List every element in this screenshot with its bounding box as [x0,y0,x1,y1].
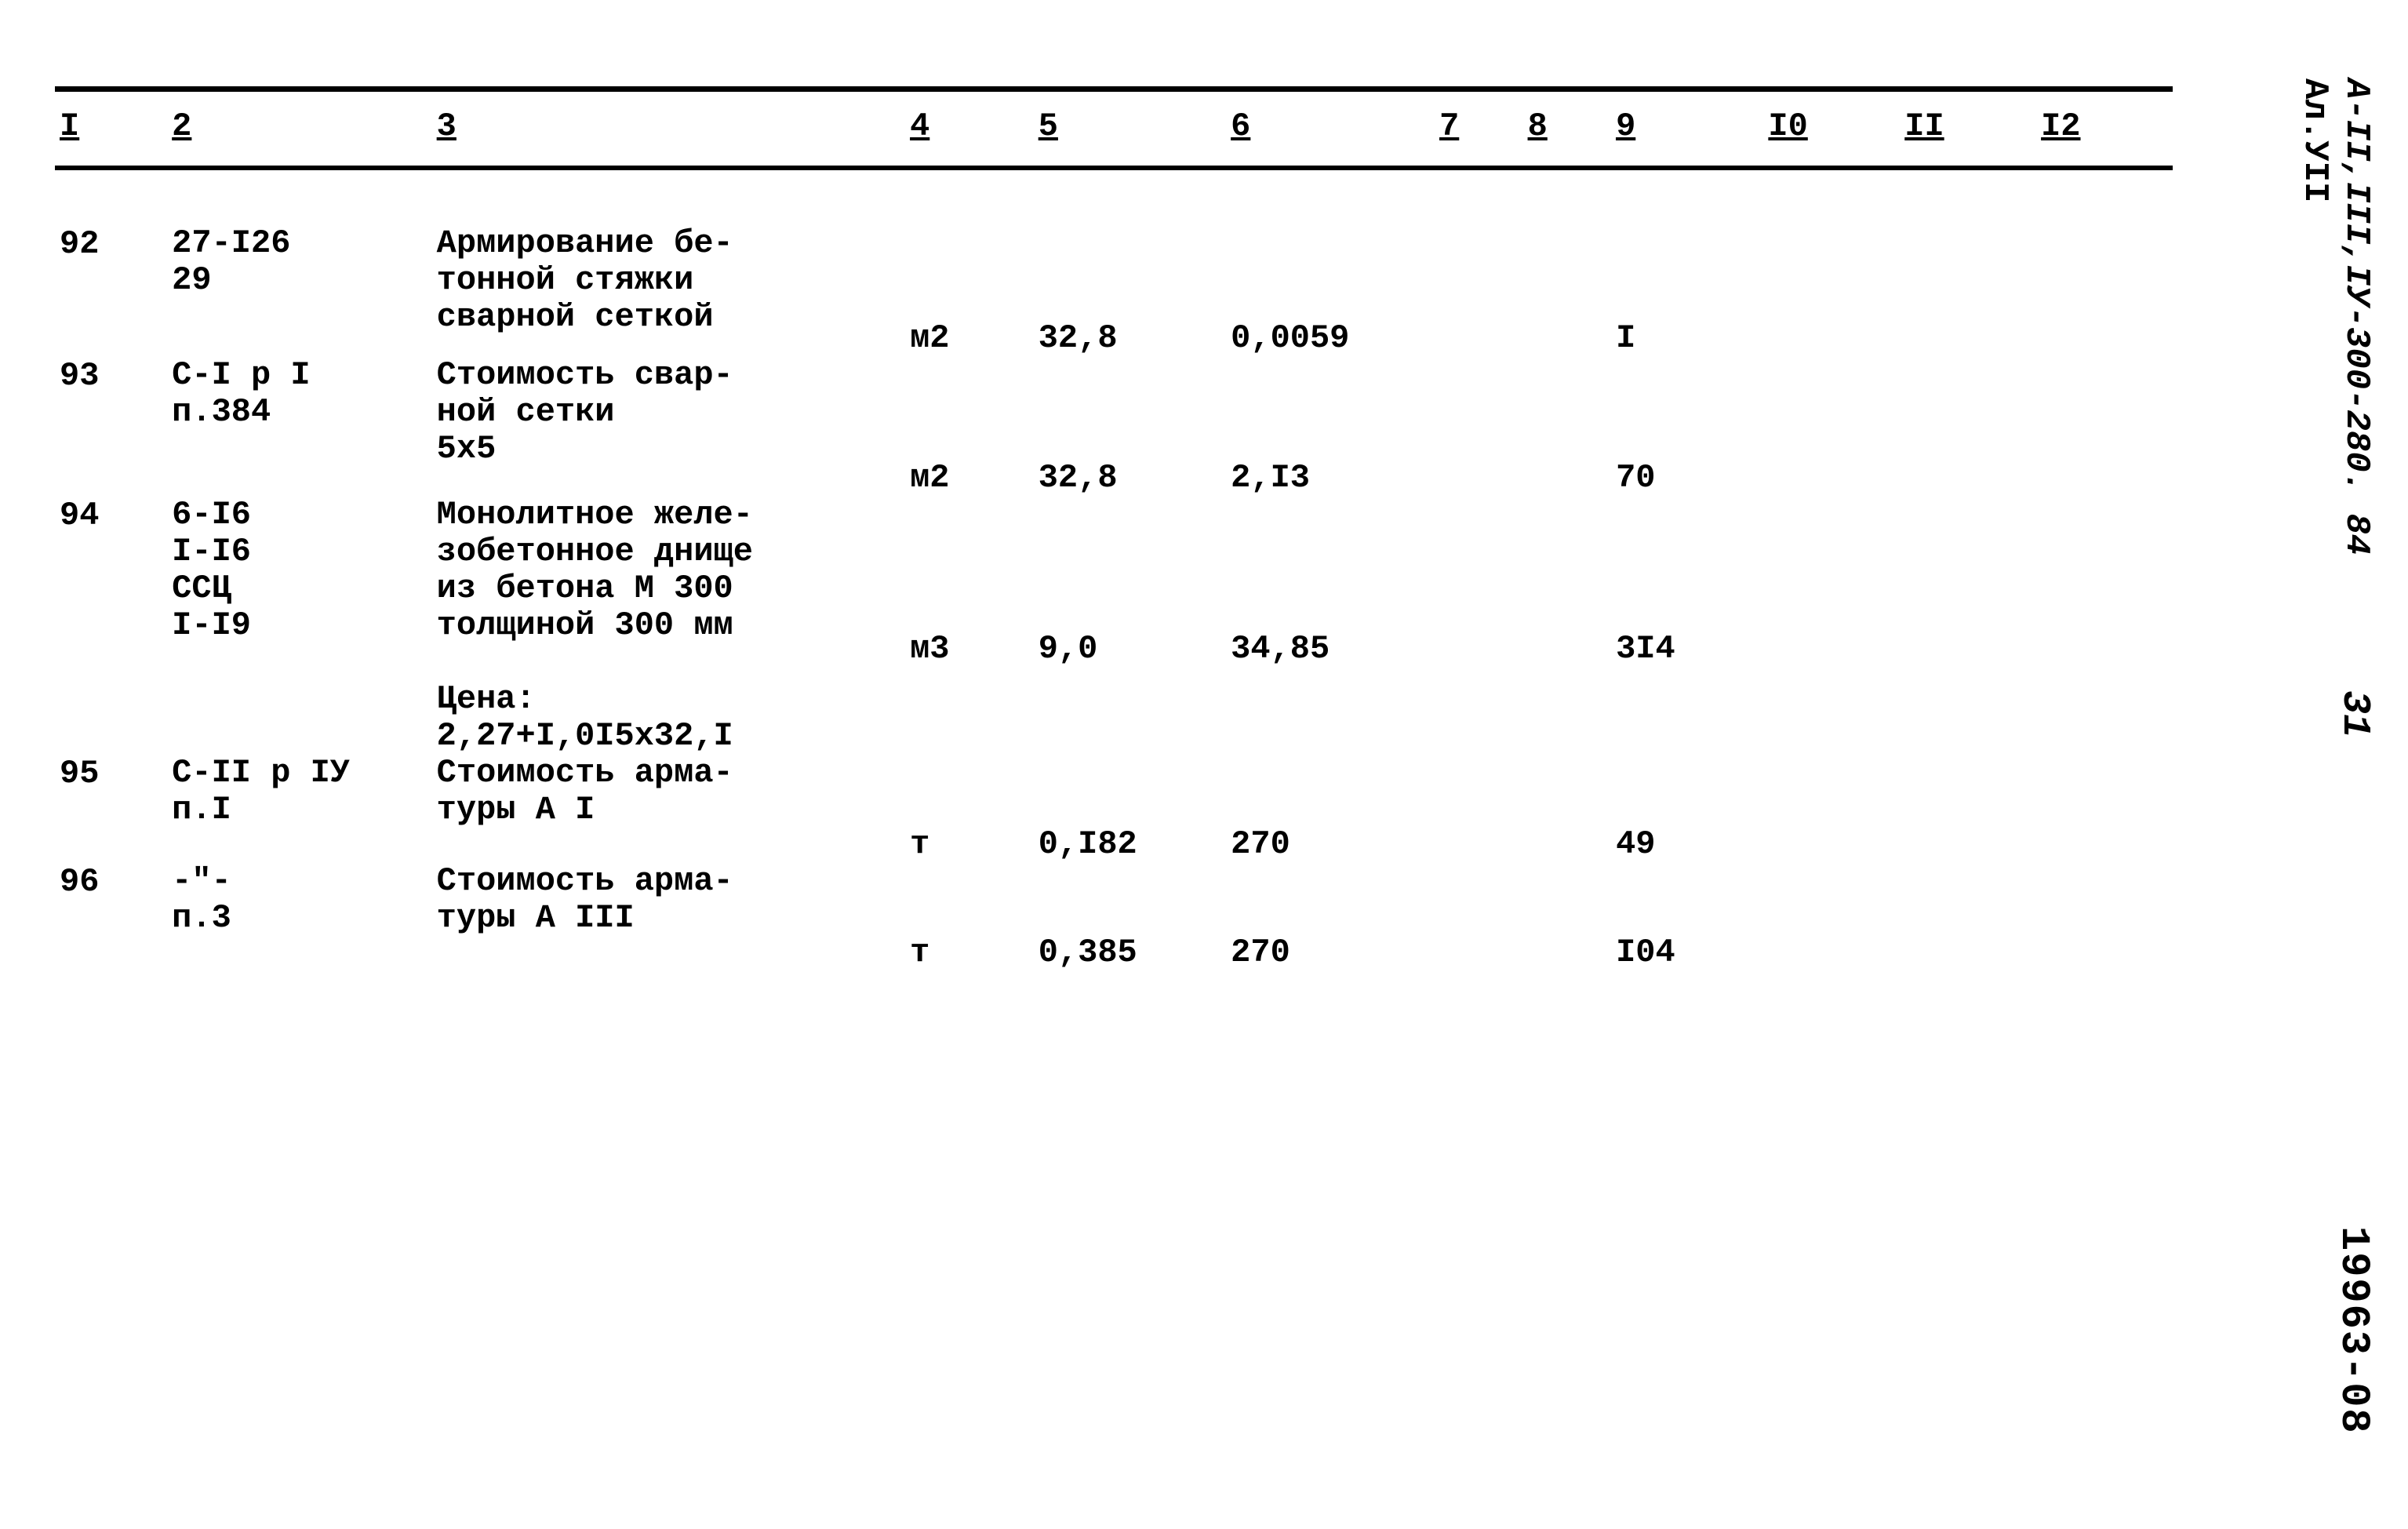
cell-col9: 70 [1611,357,1763,497]
estimate-table-body: 9227-I26 29Армирование бе- тонной стяжки… [55,217,2173,971]
cell-col5: 9,0 [1034,497,1226,755]
cell-col5: 0,I82 [1034,755,1226,863]
cell-col8 [1523,357,1612,497]
cell-col8 [1523,755,1612,863]
margin-page-number: 31 [2332,690,2377,737]
cell-col6: 270 [1226,863,1435,971]
table-row: 95С-II р IУ п.IСтоимость арма- туры А Iт… [55,755,2173,863]
cell-col8 [1523,217,1612,357]
cell-col6: 2,I3 [1226,357,1435,497]
cell-col2: 27-I26 29 [167,217,432,357]
cell-col2: С-I р I п.384 [167,357,432,497]
cell-col7 [1435,217,1523,357]
cell-col1: 94 [55,497,167,755]
cell-col4: т [905,863,1034,971]
cell-col11 [1900,497,2036,755]
cell-col2: С-II р IУ п.I [167,755,432,863]
cell-col1: 96 [55,863,167,971]
cell-col5: 32,8 [1034,217,1226,357]
cell-col3: Стоимость арма- туры А I [432,755,905,863]
col-header: 9 [1611,107,1763,151]
table-row: 946-I6 I-I6 ССЦ I-I9Монолитное желе- зоб… [55,497,2173,755]
top-rule [55,86,2173,92]
cell-col4: м2 [905,357,1034,497]
cell-col5: 0,385 [1034,863,1226,971]
cell-col11 [1900,357,2036,497]
cell-col11 [1900,755,2036,863]
cell-col7 [1435,755,1523,863]
estimate-table: I 2 3 4 5 6 7 8 9 I0 II I2 [55,107,2173,151]
col-header: 8 [1523,107,1612,151]
table-row: 96-"- п.3Стоимость арма- туры А IIIт0,38… [55,863,2173,971]
cell-col11 [1900,217,2036,357]
col-header: 5 [1034,107,1226,151]
table-row: 9227-I26 29Армирование бе- тонной стяжки… [55,217,2173,357]
doc-code: А-II,III,IУ-300-280. 84 [2337,78,2376,555]
margin-bottom-code: 19963-08 [2330,1226,2377,1435]
cell-col6: 0,0059 [1226,217,1435,357]
col-header: I2 [2036,107,2173,151]
cell-col3: Армирование бе- тонной стяжки сварной се… [432,217,905,357]
cell-col12 [2036,217,2173,357]
cell-col2: -"- п.3 [167,863,432,971]
table-body: 9227-I26 29Армирование бе- тонной стяжки… [55,217,2173,971]
cell-col12 [2036,755,2173,863]
header-row: I 2 3 4 5 6 7 8 9 I0 II I2 [55,107,2173,151]
cell-col8 [1523,497,1612,755]
cell-col7 [1435,497,1523,755]
cell-col3: Стоимость арма- туры А III [432,863,905,971]
cell-col1: 93 [55,357,167,497]
cell-col11 [1900,863,2036,971]
cell-col8 [1523,863,1612,971]
cell-col4: т [905,755,1034,863]
cell-col2: 6-I6 I-I6 ССЦ I-I9 [167,497,432,755]
cell-col12 [2036,357,2173,497]
cell-col3: Монолитное желе- зобетонное днище из бет… [432,497,905,755]
album-code: Ал.УII [2295,78,2334,202]
col-header: I0 [1763,107,1900,151]
cell-col10 [1763,357,1900,497]
cell-col9: 49 [1611,755,1763,863]
cell-col12 [2036,497,2173,755]
cell-col5: 32,8 [1034,357,1226,497]
cell-col7 [1435,357,1523,497]
margin-doc-code: А-II,III,IУ-300-280. 84 Ал.УII [2293,78,2377,555]
document-page: I 2 3 4 5 6 7 8 9 I0 II I2 9227-I26 29Ар… [55,86,2173,971]
col-header: I [55,107,167,151]
cell-col12 [2036,863,2173,971]
cell-col4: м3 [905,497,1034,755]
cell-col10 [1763,755,1900,863]
cell-col7 [1435,863,1523,971]
table-row: 93С-I р I п.384Стоимость свар- ной сетки… [55,357,2173,497]
cell-col10 [1763,217,1900,357]
cell-col6: 270 [1226,755,1435,863]
cell-col9: I04 [1611,863,1763,971]
cell-col6: 34,85 [1226,497,1435,755]
col-header: 2 [167,107,432,151]
col-header: 7 [1435,107,1523,151]
col-header: II [1900,107,2036,151]
cell-col1: 92 [55,217,167,357]
cell-col1: 95 [55,755,167,863]
cell-col3: Стоимость свар- ной сетки 5х5 [432,357,905,497]
cell-col10 [1763,863,1900,971]
col-header: 6 [1226,107,1435,151]
header-rule [55,166,2173,170]
cell-col10 [1763,497,1900,755]
cell-col9: 3I4 [1611,497,1763,755]
col-header: 3 [432,107,905,151]
col-header: 4 [905,107,1034,151]
cell-col9: I [1611,217,1763,357]
cell-col4: м2 [905,217,1034,357]
